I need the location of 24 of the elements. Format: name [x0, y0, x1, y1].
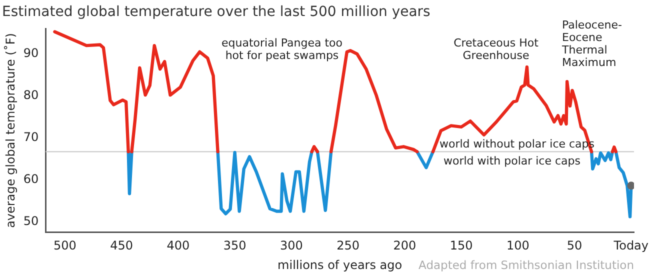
x-tick-label: 100: [506, 238, 530, 253]
annotation: Cretaceous Hot Greenhouse: [454, 36, 540, 62]
x-tick-label: 500: [53, 238, 76, 253]
x-tick-label: 400: [166, 238, 190, 253]
y-tick-label: 90: [23, 46, 39, 60]
y-tick-label: 60: [23, 172, 39, 186]
y-tick-label: 70: [23, 130, 39, 144]
x-tick-label: 150: [450, 238, 473, 253]
annotation: world with polar ice caps: [443, 154, 581, 168]
y-tick-label: 80: [23, 88, 39, 102]
x-axis-title: millions of years ago: [278, 258, 402, 272]
x-tick-label: 50: [566, 238, 582, 253]
x-tick-label: Today: [612, 238, 649, 253]
y-tick-label: 50: [23, 214, 39, 228]
annotation: equatorial Pangea too hot for peat swamps: [222, 36, 343, 62]
x-tick-label: 350: [223, 238, 246, 253]
x-tick-label: 200: [393, 238, 416, 253]
chart-title: Estimated global temperature over the last 500 million years: [2, 4, 430, 20]
x-tick-label: 250: [336, 238, 360, 253]
x-tick-label: 450: [110, 238, 133, 253]
text: Adapted from Smithsonian Institution: [418, 258, 634, 272]
annotation: Paleocene- Eocene Thermal Maximum: [561, 18, 622, 69]
y-axis-title: average global temeprature (˚F): [3, 33, 18, 228]
x-tick-label: 300: [280, 238, 303, 253]
